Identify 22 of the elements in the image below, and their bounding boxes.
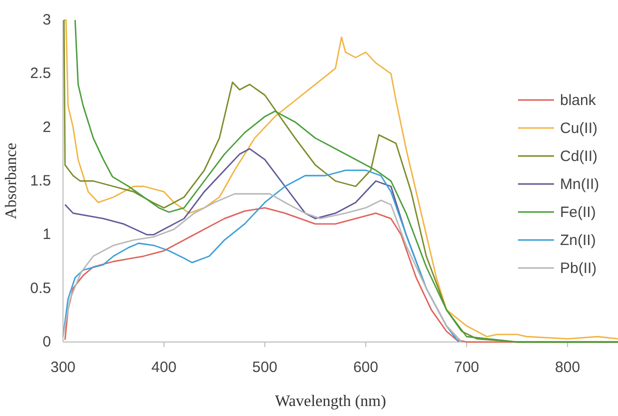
x-tick-label: 400 xyxy=(151,359,176,376)
x-tick-label: 700 xyxy=(454,359,480,376)
legend-label: Zn(II) xyxy=(560,232,596,249)
y-tick-label: 1.5 xyxy=(30,172,51,190)
legend-label: blank xyxy=(560,92,596,109)
y-tick-label: 2.5 xyxy=(30,65,51,82)
legend-label: Pb(II) xyxy=(560,260,597,277)
x-tick-label: 600 xyxy=(353,359,378,376)
y-tick-label: 3 xyxy=(42,12,51,28)
legend-label: Cu(II) xyxy=(560,120,598,137)
legend-label: Cd(II) xyxy=(560,148,598,165)
x-axis-title: Wavelength (nm) xyxy=(274,393,386,410)
y-tick-label: 0 xyxy=(42,334,51,350)
legend-label: Fe(II) xyxy=(560,204,596,221)
x-tick-label: 800 xyxy=(555,359,580,376)
legend-label: Mn(II) xyxy=(560,176,600,193)
y-tick-label: 2 xyxy=(42,118,51,136)
x-tick-label: 500 xyxy=(252,359,278,376)
y-tick-label: 0.5 xyxy=(30,280,51,297)
y-tick-label: 1 xyxy=(42,226,51,244)
y-axis-title: Absorbance xyxy=(3,142,20,220)
x-tick-label: 300 xyxy=(50,359,76,376)
